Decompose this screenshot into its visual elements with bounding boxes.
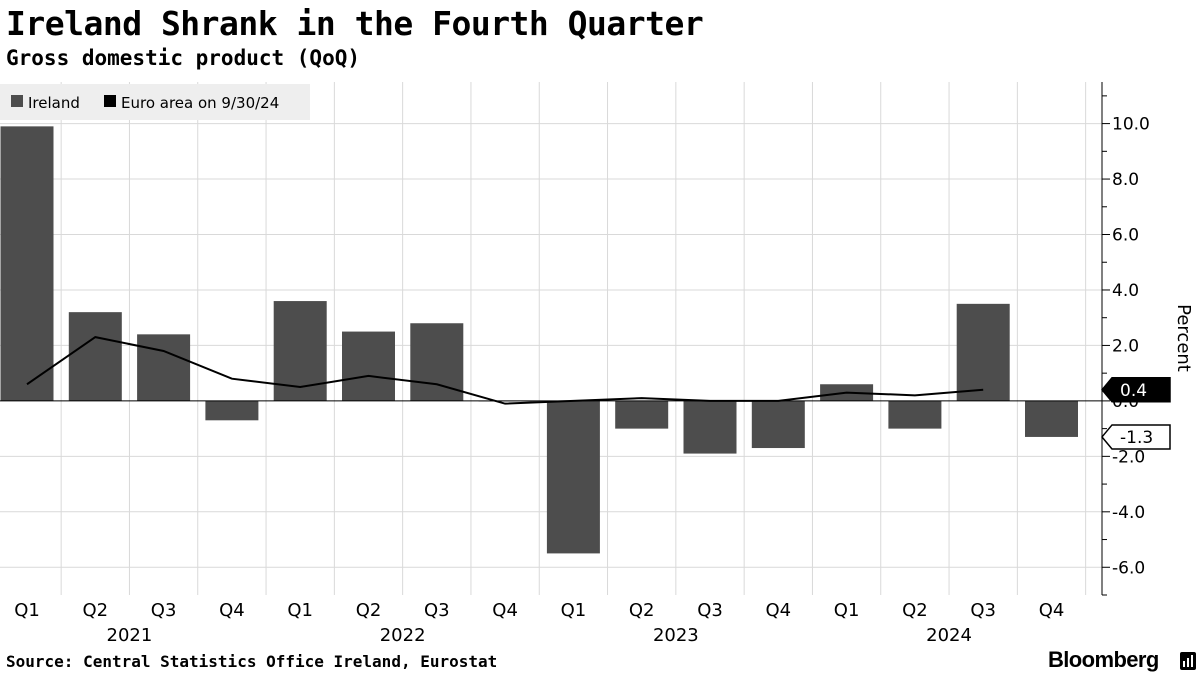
x-tick-label: Q3 [970, 600, 996, 621]
y-axis-label: Percent [1173, 304, 1194, 372]
callout-tag [1101, 424, 1171, 450]
x-tick-label: Q1 [834, 600, 860, 621]
x-tick-label: Q3 [697, 600, 723, 621]
bar-ireland [410, 323, 464, 401]
chart-title: Ireland Shrank in the Fourth Quarter [6, 4, 704, 43]
x-tick-label: Q2 [902, 600, 928, 621]
bloomberg-logo: Bloomberg [1048, 647, 1159, 672]
x-year-label: 2022 [380, 625, 426, 646]
x-tick-label: Q1 [561, 600, 587, 621]
y-tick-label: 8.0 [1112, 170, 1139, 190]
bar-ireland [205, 400, 259, 421]
y-tick-label: 4.0 [1112, 281, 1139, 301]
legend-label-euro-area: Euro area on 9/30/24 [121, 94, 279, 112]
x-tick-label: Q2 [629, 600, 655, 621]
x-tick-label: Q4 [492, 600, 518, 621]
bar-ireland [546, 400, 600, 554]
callout-tag [1101, 377, 1171, 403]
bar-ireland [1025, 400, 1078, 437]
x-tick-label: Q1 [14, 600, 40, 621]
bar-ireland [751, 400, 805, 449]
x-tick-label: Q2 [82, 600, 108, 621]
y-tick-label: 10.0 [1112, 115, 1150, 135]
bar-ireland [683, 400, 737, 454]
y-tick-label: -2.0 [1112, 447, 1145, 467]
legend: Ireland Euro area on 9/30/24 [0, 84, 310, 120]
legend-swatch-ireland [11, 95, 23, 107]
x-tick-label: Q3 [424, 600, 450, 621]
x-axis-labels: Q1 Q2 Q3 Q4 Q1 Q2 Q3 Q4 Q1 Q2 Q3 Q4 Q1 Q2 Q3 Q4 2021 2022… [14, 600, 1064, 646]
value-callouts: 0.4 -1.3 [1101, 377, 1171, 450]
x-tick-label: Q3 [151, 600, 177, 621]
euro-area-line [26, 336, 984, 405]
x-tick-label: Q4 [219, 600, 245, 621]
x-tick-label: Q1 [287, 600, 313, 621]
callout-value: 0.4 [1120, 381, 1147, 401]
x-tick-label: Q4 [1039, 600, 1065, 621]
bar-ireland [273, 301, 327, 401]
legend-background [0, 84, 310, 120]
bar-ireland [137, 334, 191, 401]
ireland-bars [0, 126, 1078, 554]
bar-ireland [956, 303, 1010, 401]
bar-ireland [0, 126, 54, 401]
bar-ireland [342, 331, 395, 401]
x-year-label: 2023 [653, 625, 699, 646]
legend-label-ireland: Ireland [28, 94, 80, 112]
callout-value: -1.3 [1120, 428, 1153, 448]
y-tick-label: 6.0 [1112, 226, 1139, 246]
x-year-label: 2021 [107, 625, 153, 646]
source-note: Source: Central Statistics Office Irelan… [6, 652, 498, 671]
bar-ireland [615, 400, 669, 429]
legend-swatch-euro-area [104, 95, 116, 107]
bloomberg-terminal-icon [1180, 652, 1196, 670]
chart-subtitle: Gross domestic product (QoQ) [6, 46, 361, 70]
y-tick-label: 2.0 [1112, 336, 1139, 356]
x-tick-label: Q2 [356, 600, 382, 621]
x-tick-label: Q4 [765, 600, 791, 621]
bar-ireland [68, 312, 122, 401]
y-tick-label: -4.0 [1112, 503, 1145, 523]
y-tick-label: -6.0 [1112, 558, 1145, 578]
x-year-label: 2024 [926, 625, 972, 646]
y-axis: 10.08.06.04.02.00.0-2.0-4.0-6.0 [1101, 82, 1150, 596]
bar-ireland [888, 400, 942, 429]
